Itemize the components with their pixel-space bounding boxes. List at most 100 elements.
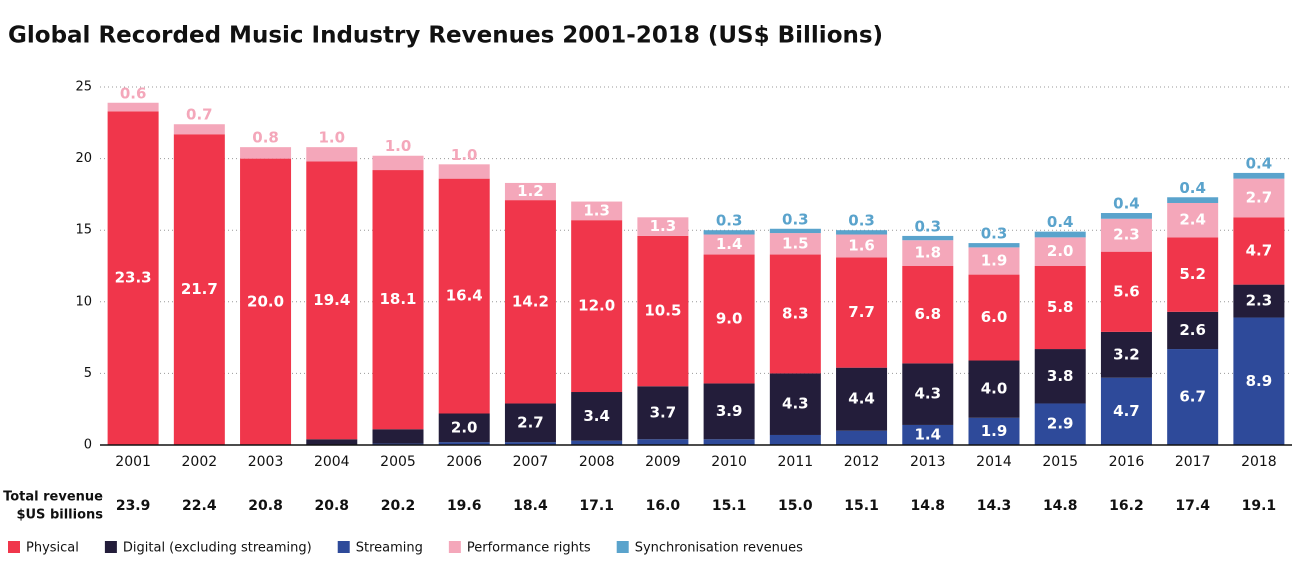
- bar-segment: [902, 424, 954, 445]
- legend-label: Digital (excluding streaming): [123, 541, 312, 556]
- chart-title: Global Recorded Music Industry Revenues …: [8, 23, 883, 49]
- value-label: 23.3: [115, 269, 152, 287]
- value-label: 4.3: [914, 385, 941, 403]
- value-label: 3.9: [716, 402, 743, 420]
- value-label: 1.4: [914, 425, 941, 443]
- bar-segment: [173, 134, 225, 446]
- total-value: 19.6: [447, 498, 482, 514]
- value-label: 0.8: [252, 129, 279, 147]
- value-label: 6.7: [1179, 388, 1206, 406]
- value-label: 14.2: [512, 292, 549, 310]
- total-value: 16.2: [1109, 498, 1144, 514]
- x-tick-label: 2006: [446, 454, 482, 470]
- bar-segment: [438, 164, 490, 179]
- x-tick-label: 2017: [1175, 454, 1211, 470]
- value-label: 0.3: [848, 212, 875, 230]
- value-label: 5.2: [1179, 265, 1206, 283]
- total-label: Total revenue: [3, 490, 103, 505]
- x-tick-label: 2013: [910, 454, 946, 470]
- total-value: 22.4: [182, 498, 217, 514]
- total-value: 16.0: [646, 498, 681, 514]
- total-value: 20.8: [248, 498, 283, 514]
- value-label: 2.4: [1179, 211, 1206, 229]
- bar-segment: [902, 235, 954, 241]
- bar-segment: [769, 233, 821, 255]
- x-tick-label: 2003: [248, 454, 284, 470]
- bar-segment: [968, 417, 1020, 445]
- bar-segment: [703, 383, 755, 440]
- bar-segment: [769, 373, 821, 435]
- total-value: 14.8: [911, 498, 946, 514]
- bar-segment: [1100, 218, 1152, 252]
- bar-segment: [372, 429, 424, 444]
- bar-segment: [836, 257, 888, 368]
- bar-segment: [571, 392, 623, 441]
- value-label: 4.4: [848, 390, 875, 408]
- bar-segment: [703, 439, 755, 445]
- value-label: 1.4: [716, 235, 743, 253]
- x-tick-label: 2018: [1241, 454, 1277, 470]
- bar-segment: [1034, 231, 1086, 238]
- value-label: 1.3: [650, 217, 677, 235]
- x-tick-label: 2016: [1109, 454, 1145, 470]
- bar-segment: [1167, 202, 1219, 238]
- value-label: 3.2: [1113, 345, 1140, 363]
- bar-segment: [240, 147, 292, 159]
- bar-segment: [1167, 237, 1219, 312]
- value-label: 4.3: [782, 395, 809, 413]
- value-label: 0.3: [782, 210, 809, 228]
- bar-segment: [769, 228, 821, 234]
- total-value: 15.0: [778, 498, 813, 514]
- value-label: 0.7: [186, 106, 213, 124]
- value-label: 16.4: [446, 287, 483, 305]
- x-tick-label: 2009: [645, 454, 681, 470]
- legend-swatch: [448, 541, 461, 553]
- bar-segment: [968, 243, 1020, 248]
- value-label: 0.4: [1179, 179, 1206, 197]
- total-label: $US billions: [16, 508, 103, 523]
- value-label: 0.3: [981, 225, 1008, 243]
- value-label: 5.6: [1113, 282, 1140, 300]
- bar-segment: [438, 178, 490, 414]
- bar-segment: [1100, 331, 1152, 378]
- x-tick-label: 2008: [579, 454, 615, 470]
- value-label: 2.0: [1047, 242, 1074, 260]
- bar-segment: [703, 230, 755, 235]
- value-label: 0.3: [716, 212, 743, 230]
- x-tick-label: 2005: [380, 454, 416, 470]
- bar-segment: [1034, 237, 1086, 266]
- bar-segment: [504, 403, 556, 443]
- bar-segment: [1034, 349, 1086, 404]
- bar-segment: [968, 247, 1020, 275]
- x-tick-label: 2002: [182, 454, 218, 470]
- bar-segment: [306, 439, 358, 445]
- bar-segment: [902, 240, 954, 266]
- total-value: 23.9: [116, 498, 151, 514]
- bar-segment: [107, 102, 159, 112]
- value-label: 2.7: [517, 413, 544, 431]
- value-label: 7.7: [848, 303, 875, 321]
- x-tick-label: 2010: [711, 454, 747, 470]
- total-value: 19.1: [1242, 498, 1277, 514]
- value-label: 8.9: [1246, 372, 1273, 390]
- value-label: 9.0: [716, 309, 743, 327]
- bar-segment: [438, 413, 490, 443]
- total-value: 17.1: [579, 498, 614, 514]
- value-label: 21.7: [181, 280, 218, 298]
- value-label: 1.6: [848, 236, 875, 254]
- legend-label: Synchronisation revenues: [635, 541, 803, 556]
- bar-segment: [968, 360, 1020, 418]
- value-label: 1.3: [583, 201, 610, 219]
- value-label: 6.8: [914, 305, 941, 323]
- value-label: 4.7: [1246, 241, 1273, 259]
- x-tick-label: 2011: [778, 454, 814, 470]
- total-value: 17.4: [1175, 498, 1210, 514]
- bar-segment: [637, 439, 689, 445]
- legend-swatch: [8, 541, 20, 553]
- bar-segment: [1167, 349, 1219, 445]
- total-value: 18.4: [513, 498, 548, 514]
- total-value: 14.3: [977, 498, 1012, 514]
- bar-segment: [1034, 266, 1086, 350]
- bar-segment: [571, 220, 623, 393]
- bar-segment: [571, 201, 623, 221]
